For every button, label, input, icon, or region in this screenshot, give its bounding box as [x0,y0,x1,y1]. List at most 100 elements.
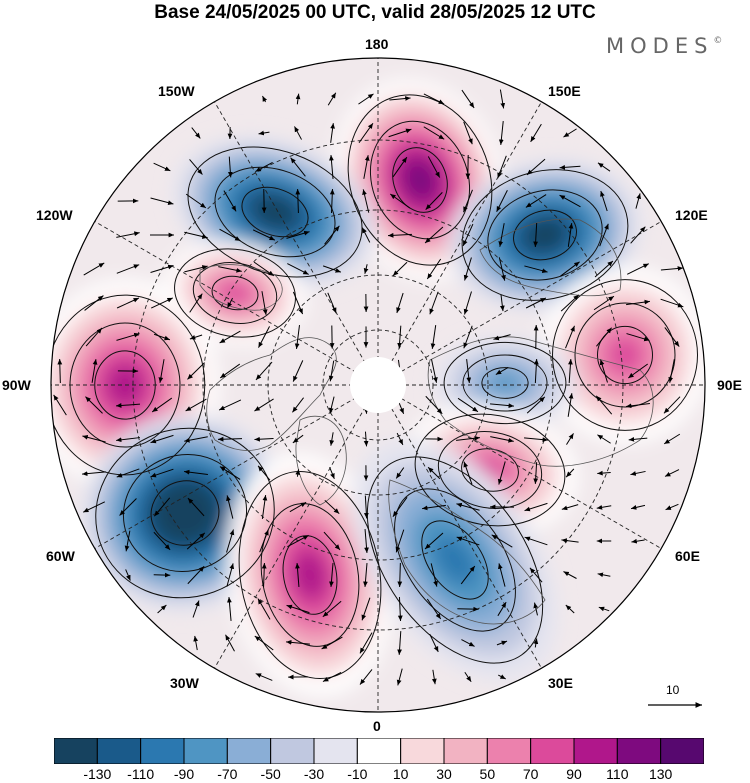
longitude-label-90e: 90E [717,377,742,393]
map-title: Base 24/05/2025 00 UTC, valid 28/05/2025… [154,2,596,23]
colorbar-swatch [96,738,142,764]
wind-vector [567,223,574,247]
height-contour [241,186,309,238]
wind-vector [295,188,301,214]
height-contour [347,94,493,266]
wind-vector [258,326,270,348]
wind-vector [463,325,473,349]
wind-vector [497,601,507,617]
wind-vector [329,432,335,446]
wind-vector [286,230,310,239]
colorbar-swatch [530,738,575,764]
wind-vector [567,393,574,417]
wind-vector [329,155,334,179]
modes-logo: MODES© [606,34,722,58]
longitude-label-0: 0 [373,718,381,734]
wind-vector [150,197,174,205]
wind-vector [568,358,573,384]
wind-vector [364,528,369,554]
coastlines [199,218,654,625]
wind-vector [361,597,371,621]
coastline-east-asia [479,218,622,297]
wind-vector [561,504,579,511]
colorbar [54,738,704,764]
longitude-label-150w: 150W [158,83,195,99]
wind-vector [363,431,369,447]
wind-vector [187,362,205,380]
colorbar-swatch [486,738,532,764]
wind-vector [397,562,403,588]
wind-vector [496,190,508,212]
wind-vector [533,602,539,616]
wind-vector [630,504,646,510]
wind-vector [286,604,310,614]
wind-vector [295,93,301,105]
height-contour [369,120,471,240]
anomaly-band [402,159,438,201]
colorbar-tick-label: -30 [303,766,325,782]
wind-vector [329,466,335,480]
height-contour [150,480,220,546]
wind-vector [219,228,241,242]
wind-vector [597,572,611,578]
wind-vector [660,298,684,308]
wind-vector [359,632,373,654]
colorbar-tick-label: 130 [648,766,673,782]
wind-vector [184,231,208,239]
wind-vector [158,359,165,383]
colorbar-swatch [660,738,704,764]
wind-vector [665,503,679,511]
colorbar-swatch [270,738,315,764]
wind-vector [422,504,446,511]
wind-vector [597,470,611,476]
wind-vector [157,604,167,614]
wind-vector [184,469,208,475]
wind-vector [594,260,614,278]
wind-vector [498,674,506,680]
wind-vector [560,261,580,277]
wind-vector [596,504,612,510]
wind-vector [219,466,241,480]
height-contour [392,147,448,213]
wind-vector [431,669,437,685]
wind-vector [227,156,233,178]
longitude-label-30e: 30E [548,675,573,691]
wind-vector [153,531,171,551]
wind-vector [329,563,334,587]
wind-vector [226,563,235,587]
colorbar-tick-label: -70 [217,766,238,782]
height-contour [122,454,248,572]
wind-vector [626,299,650,306]
wind-vector [290,157,306,177]
colorbar-tick-label: -110 [127,766,155,782]
wind-vector [254,398,274,412]
wind-vector [464,671,472,683]
wind-vector [257,465,271,481]
copyright-mark: © [713,36,723,46]
wind-vector [84,295,104,311]
wind-vector [565,604,575,614]
wind-vector [82,501,106,513]
wind-vector [153,162,171,172]
wind-vector [593,295,615,311]
wind-vector [626,333,650,342]
wind-vector [255,161,273,173]
wind-vector [396,432,404,446]
wind-vector [150,264,174,273]
wind-vector [466,359,472,383]
wind-vector [153,497,171,517]
wind-vector [116,332,140,341]
wind-vector [627,263,649,275]
wind-vector [456,536,480,546]
wind-vector [396,668,403,686]
wind-vector [295,562,300,588]
wind-vector [461,89,475,109]
longitude-label-60e: 60E [675,548,700,564]
wind-vector [85,396,103,414]
wind-vector [630,226,646,244]
wind-vector [359,669,373,685]
wind-vector [327,92,337,106]
height-contour [462,354,548,412]
wind-vector [498,257,506,281]
wind-vector [663,433,681,445]
